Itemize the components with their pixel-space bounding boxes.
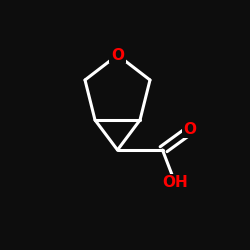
Text: O: O: [111, 48, 124, 62]
FancyBboxPatch shape: [164, 174, 186, 190]
FancyBboxPatch shape: [110, 47, 126, 63]
Text: OH: OH: [162, 175, 188, 190]
FancyBboxPatch shape: [182, 122, 198, 138]
Text: O: O: [184, 122, 196, 138]
